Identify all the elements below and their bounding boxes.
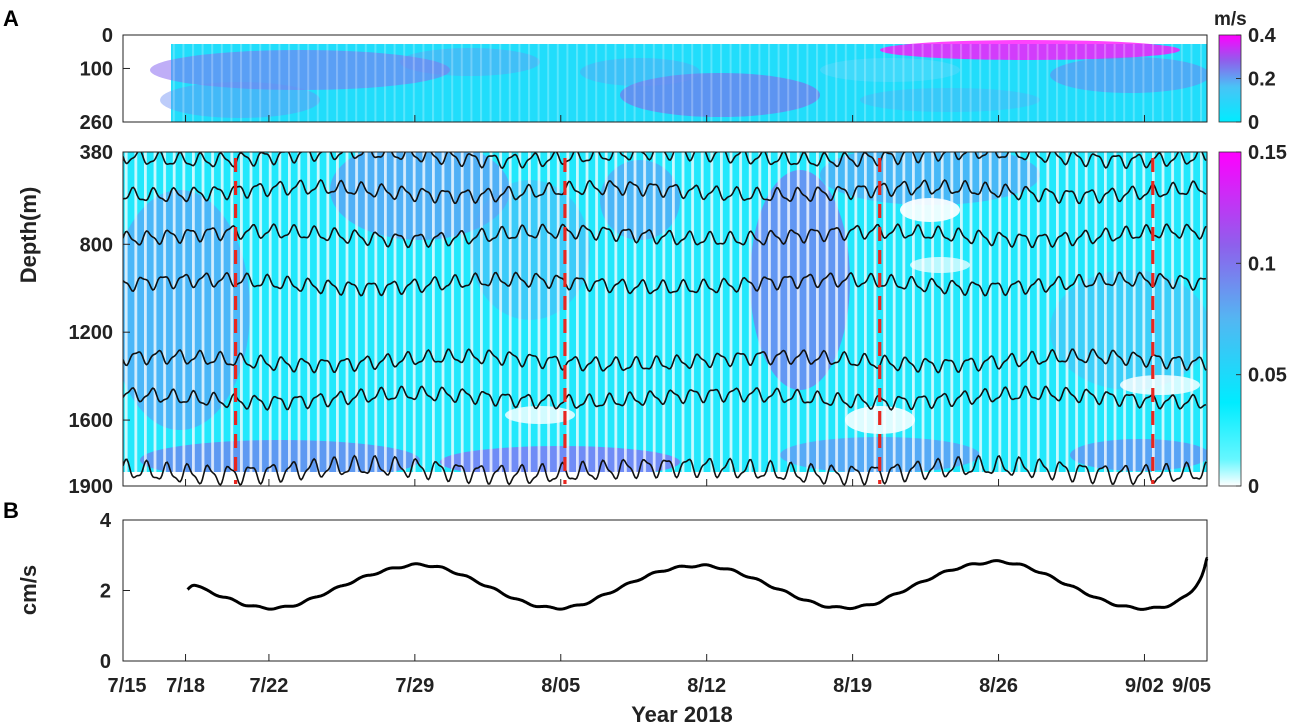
upper-y-ticks: 0 100 260 (80, 25, 130, 134)
colorbar-tick-label: 0.05 (1248, 365, 1287, 387)
x-tick-label: 7/29 (395, 675, 434, 697)
upper-y-tick-label: 0 (102, 25, 113, 47)
x-axis-ticks: 7/15 7/18 7/22 7/29 8/05 8/12 8/19 8/26 9/02 9/05 (108, 115, 1211, 697)
x-tick-label: 8/12 (687, 675, 726, 697)
isotherm-line (123, 223, 1207, 249)
colorbar-tick-label: 0 (1248, 476, 1259, 498)
colorbar-top: m/s 0 0.2 0.4 (1214, 9, 1277, 134)
panel-b-y-tick-label: 2 (100, 581, 111, 603)
x-tick-label: 9/05 (1172, 675, 1211, 697)
isotherm-line (123, 152, 1207, 170)
lower-y-tick-label: 1900 (69, 476, 114, 498)
colorbar-bottom-ticks: 0 0.05 0.1 0.15 (1236, 142, 1287, 498)
lower-y-ticks: 380 800 1200 1600 1900 (69, 142, 130, 498)
isotherm-line (123, 271, 1206, 297)
panel-b-y-tick-label: 0 (100, 651, 111, 673)
upper-y-tick-label: 100 (80, 58, 113, 80)
isotherm-lines (123, 152, 1207, 486)
lower-y-tick-label: 1600 (69, 410, 114, 432)
upper-heatmap-field (150, 40, 1207, 122)
x-tick-label: 7/22 (249, 675, 288, 697)
x-axis-label: Year 2018 (631, 702, 733, 725)
isotherm-line (123, 348, 1207, 374)
upper-heatmap: 0 100 260 (80, 25, 1208, 134)
dashed-event-lines (233, 158, 1155, 484)
panel-b-y-ticks: 0 2 4 (100, 510, 130, 673)
x-tick-label: 8/26 (979, 675, 1018, 697)
lower-heatmap-field (123, 152, 1207, 486)
depth-axis-label: Depth(m) (16, 187, 41, 284)
colorbar-tick-label: 0 (1248, 112, 1259, 134)
colorbar-tick-label: 0.1 (1248, 253, 1276, 275)
panel-b-y-tick-label: 4 (100, 510, 112, 532)
lower-y-tick-label: 380 (80, 142, 113, 164)
colorbar-top-ticks: 0 0.2 0.4 (1236, 25, 1277, 134)
x-tick-label: 8/05 (541, 675, 580, 697)
upper-y-tick-label: 260 (80, 112, 113, 134)
colorbar-bottom: 0 0.05 0.1 0.15 (1218, 142, 1287, 498)
speed-series-line (186, 557, 1209, 611)
panel-b-label: B (3, 498, 19, 523)
colorbar-tick-label: 0.4 (1248, 25, 1277, 47)
colorbar-unit: m/s (1214, 9, 1247, 30)
colorbar-tick-label: 0.15 (1248, 142, 1287, 164)
lower-heatmap: 380 800 1200 1600 1900 Depth(m) (16, 142, 1208, 498)
isotherm-line (123, 179, 1207, 205)
lower-y-tick-label: 800 (80, 234, 113, 256)
x-tick-label: 7/18 (166, 675, 205, 697)
x-tick-label: 7/15 (108, 675, 147, 697)
panel-b-y-axis-label: cm/s (16, 565, 41, 615)
panel-a-label: A (3, 6, 19, 31)
panel-b-plot: 0 2 4 cm/s (16, 510, 1209, 673)
x-tick-label: 9/02 (1125, 675, 1164, 697)
x-tick-label: 8/19 (833, 675, 872, 697)
isotherm-line (123, 454, 1207, 486)
lower-y-tick-label: 1200 (69, 322, 114, 344)
isotherm-line (123, 385, 1207, 411)
colorbar-tick-label: 0.2 (1248, 69, 1276, 91)
